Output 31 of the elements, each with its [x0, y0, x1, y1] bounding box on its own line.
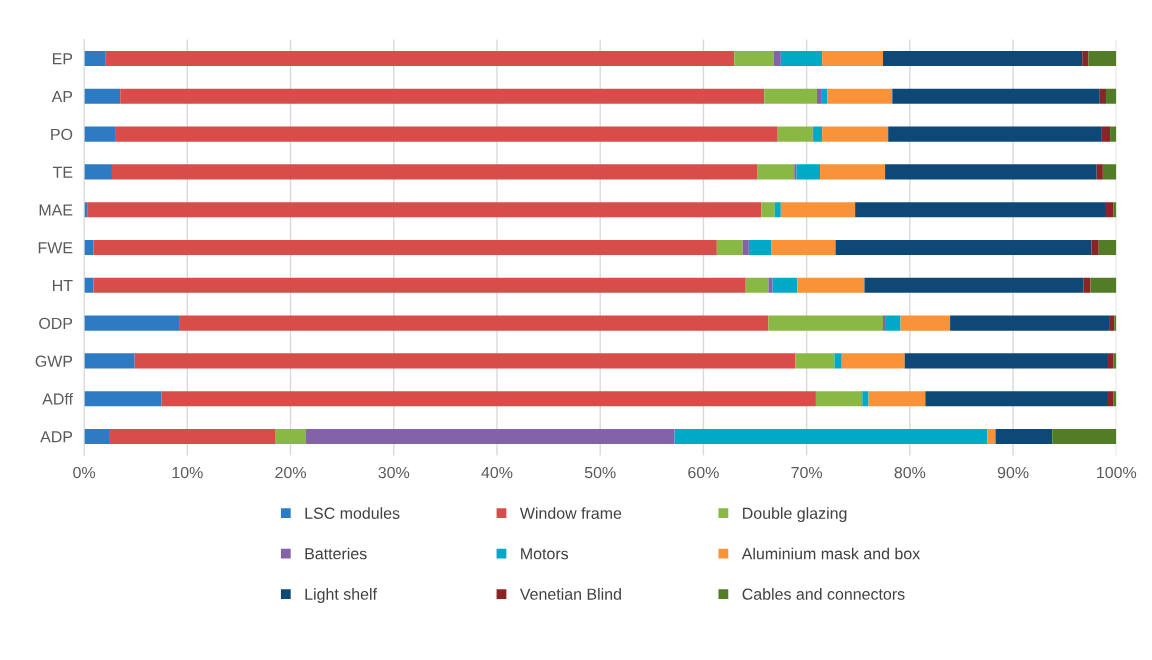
legend-label: Window frame: [519, 507, 622, 519]
x-tick-label: 20%: [275, 466, 306, 479]
y-tick-label: EP: [52, 53, 73, 65]
y-tick-label: ADP: [40, 431, 73, 443]
y-tick-label: FWE: [38, 242, 73, 254]
legend-label: Venetian Blind: [519, 588, 621, 600]
x-tick-label: 30%: [378, 466, 410, 479]
legend-label: Cables and connectors: [742, 588, 905, 600]
x-tick-label: 100%: [1097, 466, 1137, 479]
legend-label: Batteries: [305, 547, 367, 560]
x-tick-label: 10%: [172, 466, 203, 479]
y-tick-label: MAE: [39, 204, 73, 216]
y-tick-label: ADff: [42, 392, 74, 405]
y-tick-label: PO: [51, 128, 73, 141]
legend-label: Double glazing: [743, 507, 847, 523]
y-tick-label: ODP: [39, 317, 73, 330]
x-tick-label: 80%: [894, 466, 926, 479]
x-tick-label: 60%: [688, 466, 719, 479]
x-tick-label: 50%: [584, 466, 616, 479]
y-tick-label: TE: [52, 166, 73, 178]
y-tick-label: HT: [53, 280, 73, 292]
y-tick-label: AP: [51, 91, 73, 103]
legend-label: Aluminium mask and box: [741, 547, 921, 560]
x-tick-label: 40%: [481, 466, 513, 479]
legend-label: LSC modules: [305, 507, 400, 519]
y-tick-label: GWP: [35, 355, 73, 367]
x-tick-label: 0%: [73, 466, 96, 479]
legend-label: Motors: [521, 548, 569, 560]
x-tick-label: 70%: [791, 466, 823, 479]
legend-label: Light shelf: [305, 588, 377, 603]
x-tick-label: 90%: [997, 466, 1029, 479]
